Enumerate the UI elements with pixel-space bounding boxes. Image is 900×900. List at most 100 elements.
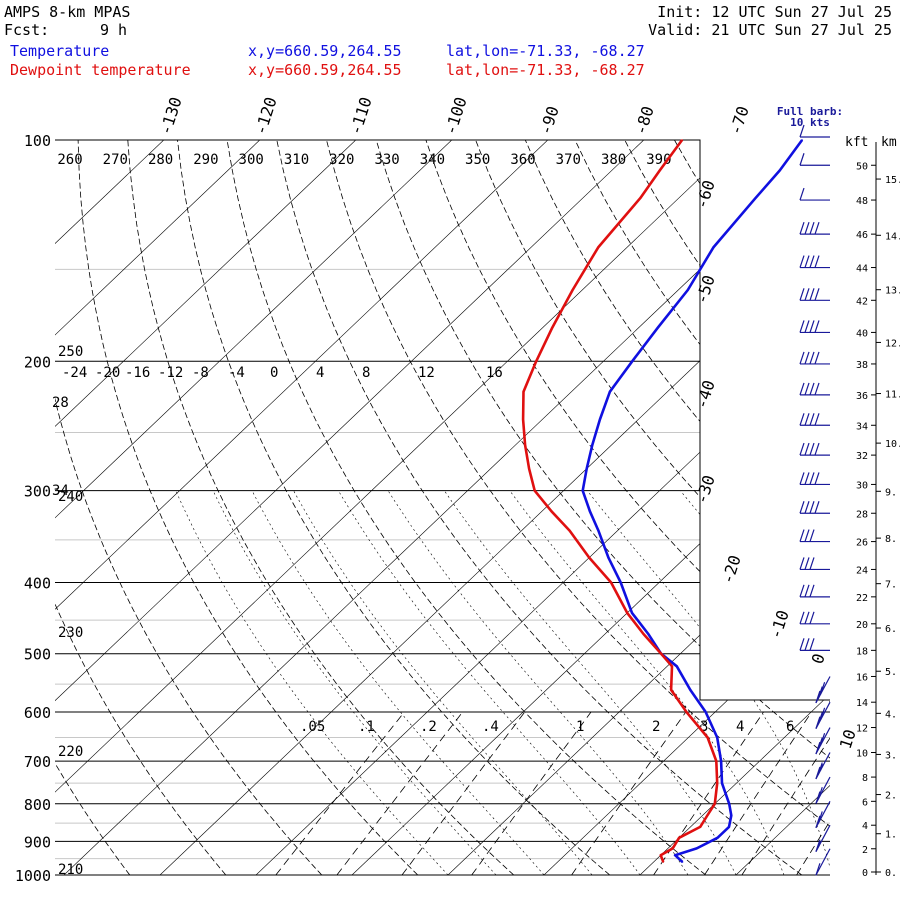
- dewpoint-profile-point: [533, 489, 536, 492]
- mixing-ratio-line: [471, 711, 592, 875]
- moist-adiabat: [175, 490, 449, 875]
- dry-adiabat: [674, 140, 830, 875]
- temperature-profile-point: [674, 854, 676, 856]
- temperature-profile-point: [591, 444, 594, 446]
- wind-barb: [799, 557, 830, 571]
- kft-tick-label: 46: [856, 230, 868, 241]
- wind-barb-flag: [804, 288, 810, 301]
- init-time: Init: 12 UTC Sun 27 Jul 25: [657, 3, 892, 21]
- temperature-profile-point: [589, 510, 591, 513]
- mixing-ratio-label: 1: [576, 719, 584, 735]
- wind-barb-flag: [809, 382, 815, 396]
- pressure-label: 800: [24, 796, 51, 814]
- temperature-profile-point: [631, 612, 633, 614]
- wind-barb: [799, 472, 830, 486]
- wind-barb: [815, 701, 831, 729]
- wind-barb-flag: [814, 351, 820, 365]
- isotherm-line: [55, 140, 644, 875]
- theta-label: 320: [329, 152, 354, 168]
- temperature-profile-point: [585, 467, 588, 470]
- temperature-profile-point: [728, 803, 730, 805]
- wind-barb-flag: [799, 557, 805, 570]
- theta-label: 290: [193, 152, 218, 168]
- mixing-ratio-line: [401, 711, 526, 875]
- wind-barb-flag: [799, 638, 805, 651]
- wind-barb-flag: [804, 638, 810, 651]
- panel-label: 16: [486, 365, 503, 381]
- wind-barb-flag: [820, 707, 826, 721]
- theta-label: 370: [556, 152, 581, 168]
- wind-barb-flag: [799, 584, 805, 598]
- temperature-profile-point: [657, 326, 659, 329]
- wind-barb-flag: [799, 501, 805, 514]
- wind-barb-flag: [817, 686, 823, 699]
- wind-barb-flag: [804, 501, 810, 514]
- mixing-ratio-label: 4: [736, 719, 744, 735]
- wind-barb-flag: [814, 221, 820, 235]
- pressure-label: 600: [24, 704, 51, 722]
- dewpoint-profile-point: [670, 689, 672, 691]
- temperature-profile-point: [754, 197, 757, 199]
- wind-barb-flag: [799, 124, 805, 138]
- dewpoint-profile-point: [522, 390, 525, 393]
- dewpoint-profile-point: [535, 360, 537, 363]
- theta-label: 280: [148, 152, 173, 168]
- wind-barb-flag: [799, 187, 805, 201]
- wind-barb-flag: [804, 320, 810, 333]
- isotherm-line: [543, 140, 830, 875]
- dry-adiabat: [226, 140, 707, 875]
- theta-label-left: 240: [58, 489, 83, 505]
- panel-label: -24: [62, 365, 87, 381]
- theta-label: 380: [601, 152, 626, 168]
- temperature-profile-point: [681, 861, 684, 863]
- pressure-label: 200: [24, 353, 51, 371]
- dry-adiabat: [127, 140, 515, 875]
- plot-area: [55, 140, 830, 875]
- temperature-profile-point: [631, 360, 633, 363]
- wind-barb: [815, 848, 831, 876]
- kft-tick-label: 36: [856, 391, 868, 402]
- temperature-profile-point: [609, 390, 611, 393]
- km-tick-label: 6.: [885, 624, 897, 635]
- wind-barb-flag: [804, 382, 810, 396]
- km-tick-label: 1.: [885, 830, 897, 841]
- wind-barb-flag: [804, 529, 810, 542]
- temperature-profile-point: [779, 169, 781, 172]
- dewpoint-profile-point: [610, 581, 612, 584]
- wind-barb-flag: [809, 442, 815, 456]
- km-tick-label: 5.: [885, 667, 897, 678]
- kft-tick-label: 18: [856, 646, 868, 657]
- mixing-ratio-label: .05: [300, 719, 325, 735]
- wind-barb-flag: [804, 472, 810, 485]
- km-tick-label: 10.: [885, 439, 900, 450]
- isotherm-line: [55, 140, 260, 875]
- km-tick-label: 9.: [885, 487, 897, 498]
- kft-tick-label: 44: [856, 264, 868, 275]
- mixing-ratio-line: [275, 711, 405, 875]
- wind-barb-flag: [814, 501, 820, 514]
- isotherm-label: -80: [631, 104, 658, 137]
- panel-label: -4: [228, 365, 245, 381]
- wind-barb-flag: [809, 288, 815, 301]
- kft-tick-label: 32: [856, 451, 868, 462]
- theta-label: 360: [510, 152, 535, 168]
- legend-dewpoint-xy: x,y=660.59,264.55: [248, 61, 402, 79]
- wind-barb-flag: [814, 382, 820, 396]
- dewpoint-profile-point: [706, 814, 709, 817]
- wind-barb-flag: [799, 255, 805, 268]
- theta-label-left: 230: [58, 625, 83, 641]
- dewpoint-profile-point: [699, 826, 701, 828]
- plot-frame: [55, 139, 830, 701]
- wind-barb-flag: [814, 288, 820, 301]
- isotherm-line: [55, 140, 356, 875]
- km-tick-label: 15.: [885, 175, 900, 186]
- wind-barb-flag: [815, 741, 821, 755]
- isotherm-label: -120: [251, 95, 281, 138]
- wind-barb-flag: [804, 611, 810, 624]
- km-tick-label: 2.: [885, 791, 897, 802]
- wind-barb-flag: [809, 638, 815, 651]
- km-tick-label: 8.: [885, 534, 897, 545]
- dewpoint-profile-point: [671, 665, 673, 668]
- kft-tick-label: 34: [856, 421, 868, 432]
- moist-adiabat: [509, 490, 785, 875]
